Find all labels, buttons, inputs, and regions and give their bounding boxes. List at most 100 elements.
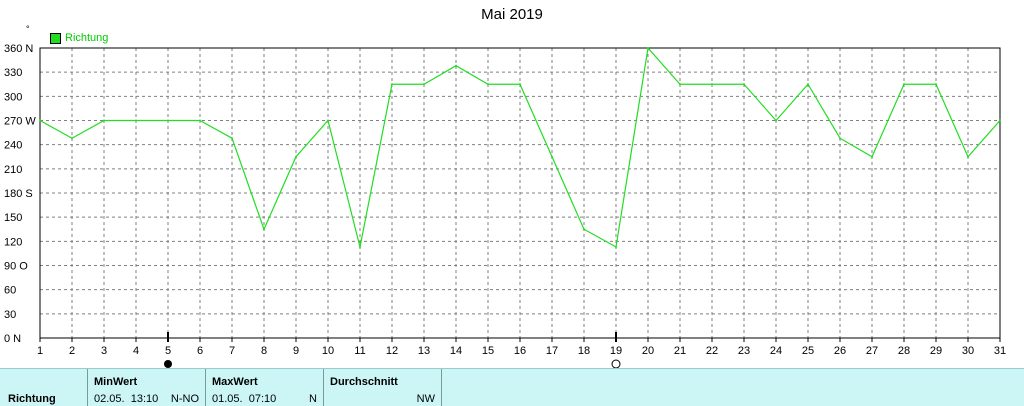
x-tick-label: 28 [898,345,910,357]
new-moon-icon [611,359,621,368]
x-tick-label: 31 [994,345,1006,357]
x-tick-label: 12 [386,345,398,357]
y-tick-label: 150 [4,212,22,224]
data-point [391,83,393,86]
x-tick-label: 4 [133,345,139,357]
data-point [807,83,809,86]
full-moon-icon [164,360,172,368]
data-point [839,137,841,140]
x-tick-label: 21 [674,345,686,357]
data-point [935,83,937,86]
y-tick-label: 90 O [4,261,28,273]
data-point [711,83,713,86]
min-date: 02.05. [94,393,125,405]
data-point [679,83,681,86]
data-point [583,228,585,231]
legend-label: Richtung [65,32,109,44]
y-tick-label: 60 [4,285,16,297]
data-point [615,245,617,248]
chart-title: Mai 2019 [481,6,543,23]
x-tick-label: 29 [930,345,942,357]
x-tick-label: 16 [514,345,526,357]
x-tick-label: 30 [962,345,974,357]
max-time: 07:10 [248,393,277,405]
data-point [999,119,1001,122]
x-tick-label: 13 [418,345,430,357]
data-point [103,119,105,122]
data-point [423,83,425,86]
avg-cell: Durchschnitt NW [324,369,442,406]
x-tick-label: 8 [261,345,267,357]
x-tick-label: 7 [229,345,235,357]
data-point [455,64,457,67]
x-tick-label: 10 [322,345,334,357]
data-point [967,155,969,158]
data-point [39,119,41,122]
x-tick-label: 19 [610,345,622,357]
x-tick-label: 27 [866,345,878,357]
data-point [231,137,233,140]
x-tick-label: 2 [69,345,75,357]
x-tick-label: 14 [450,345,462,357]
unit-label: ° [26,24,30,34]
data-point [263,228,265,231]
min-row: 02.05. 13:10 N-NO [94,393,199,405]
data-point [135,119,137,122]
avg-value: NW [416,393,435,405]
x-tick-label: 11 [354,345,365,357]
x-tick-label: 15 [482,345,494,357]
min-cell: MinWert 02.05. 13:10 N-NO [88,369,206,406]
data-point [167,119,169,122]
y-tick-label: 360 N [4,43,33,55]
legend-swatch [50,32,61,44]
x-tick-label: 24 [770,345,782,357]
data-point [871,155,873,158]
data-point [359,245,361,248]
max-header: MaxWert [212,376,258,388]
y-tick-label: 180 S [4,188,33,200]
min-time: 13:10 [130,393,159,405]
x-tick-label: 5 [165,345,171,357]
x-tick-label: 1 [37,345,43,357]
stats-row-label: Richtung [8,393,56,405]
data-point [295,155,297,158]
y-tick-label: 240 [4,140,22,152]
data-point [551,155,553,158]
x-tick-label: 23 [738,345,750,357]
data-point [743,83,745,86]
max-value: N [309,393,317,405]
data-point [487,83,489,86]
avg-header: Durchschnitt [330,376,398,388]
y-tick-label: 300 [4,91,22,103]
y-tick-label: 270 W [4,116,36,128]
avg-row: NW [330,393,435,405]
y-tick-label: 330 [4,67,22,79]
max-date: 01.05. [212,393,243,405]
chart-area: 0 N 30 60 90 O 120 150 180 S 210 240 270 W 300 330 3… [4,6,1006,368]
x-tick-label: 25 [802,345,814,357]
legend: Richtung [50,32,108,44]
x-tick-label: 9 [293,345,299,357]
y-tick-label: 210 [4,164,22,176]
max-row: 01.05. 07:10 N [212,393,317,405]
y-tick-label: 30 [4,309,16,321]
data-point [647,47,649,49]
min-header: MinWert [94,376,138,388]
data-point [199,119,201,122]
x-tick-label: 3 [101,345,107,357]
y-tick-label: 120 [4,236,22,248]
x-tick-label: 18 [578,345,590,357]
max-cell: MaxWert 01.05. 07:10 N [206,369,324,406]
data-point [903,83,905,86]
data-point [775,119,777,122]
x-tick-label: 6 [197,345,203,357]
x-tick-label: 22 [706,345,718,357]
x-tick-label: 17 [546,345,558,357]
min-value: N-NO [170,393,199,405]
data-point [71,137,73,140]
x-tick-label: 26 [834,345,846,357]
y-tick-label: 0 N [4,333,21,345]
data-point [327,119,329,122]
stats-panel: Richtung MinWert 02.05. 13:10 N-NO MaxWe… [0,368,1024,406]
